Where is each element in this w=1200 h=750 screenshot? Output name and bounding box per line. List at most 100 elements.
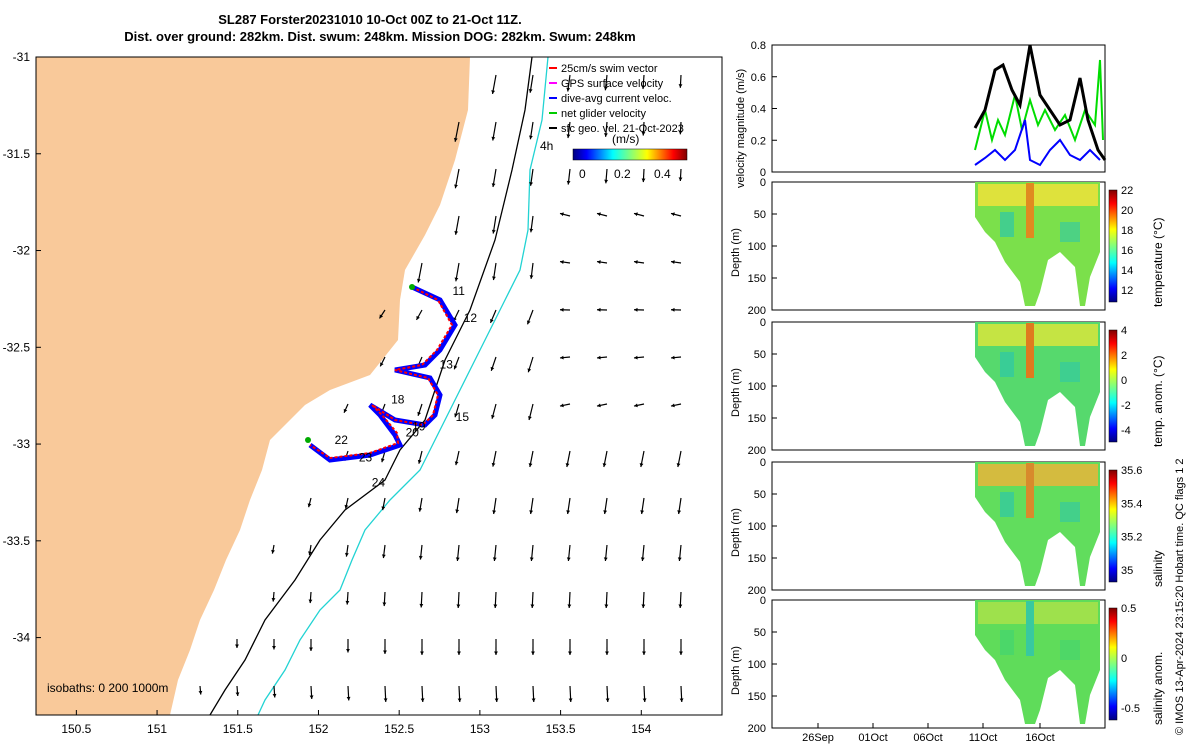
profile-cool-patch	[1060, 502, 1080, 522]
geo-arrowhead	[272, 693, 277, 698]
colorbar-tick-label: 22	[1121, 185, 1133, 197]
geo-arrowhead	[671, 355, 675, 360]
y-tick-label: -31	[13, 50, 31, 64]
geo-arrowhead	[492, 510, 497, 514]
geo-arrowhead	[568, 698, 573, 702]
glider-track-dive	[308, 284, 458, 463]
geo-arrowhead	[417, 411, 421, 416]
geo-arrowhead	[671, 260, 675, 264]
depth-tick-label: 150	[748, 273, 766, 285]
geo-arrowhead	[491, 229, 496, 234]
geo-arrowhead	[634, 260, 638, 264]
title-line-1: SL287 Forster20231010 10-Oct 00Z to 21-O…	[218, 12, 522, 27]
geo-velocity-arrows	[198, 74, 684, 703]
colorbar-tick-label: 14	[1121, 265, 1133, 277]
profile-panel: 0 50 100 150 200 Depth (m) 35 35.2 35.4 35.6 salin…	[730, 457, 1165, 597]
x-tick-label: 151.5	[223, 722, 253, 736]
geo-arrowhead	[604, 604, 609, 608]
track-end	[305, 437, 311, 443]
x-tick-label: 154	[631, 722, 651, 736]
geo-arrowhead	[566, 134, 571, 139]
geo-arrowhead	[491, 462, 496, 467]
geo-arrowhead	[641, 131, 646, 136]
geo-arrowhead	[560, 403, 564, 408]
geo-arrowhead	[565, 463, 570, 467]
geo-arrowhead	[420, 651, 424, 655]
date-tick-label: 16Oct	[1025, 732, 1054, 744]
geo-arrowhead	[566, 557, 571, 561]
y-tick-label: -32.5	[3, 340, 31, 354]
day-label: 20	[406, 425, 420, 439]
day-label: 23	[359, 450, 373, 464]
depth-axis-label: Depth (m)	[730, 508, 742, 557]
geo-arrowhead	[634, 355, 638, 360]
geo-arrowhead	[456, 604, 461, 608]
geo-arrowhead	[454, 461, 459, 466]
geo-arrowhead	[678, 84, 683, 88]
colorbar-tick-label: 16	[1121, 245, 1133, 257]
legend-entry: sfc geo. vel. 21-Oct-2023	[561, 123, 684, 135]
geo-arrowhead	[309, 695, 314, 699]
geo-arrowhead	[597, 403, 601, 408]
geo-arrowhead	[560, 355, 564, 360]
geo-arrowhead	[382, 602, 387, 607]
profile-cool-patch	[1060, 222, 1080, 242]
profile-cool-patch	[1000, 352, 1014, 377]
series-magnitude	[973, 44, 1107, 161]
geo-arrowhead	[381, 506, 386, 511]
geo-arrowhead	[346, 696, 351, 701]
legend-entry: GPS surface velocity	[561, 78, 664, 90]
colorbar-extra-label: 4h	[540, 139, 553, 153]
day-label: 18	[391, 392, 405, 406]
geo-arrowhead	[455, 509, 460, 514]
depth-tick-label: 50	[754, 349, 766, 361]
x-tick-label: 152	[308, 722, 328, 736]
geo-arrowhead	[604, 133, 608, 137]
geo-arrowhead	[634, 212, 638, 217]
geo-arrowhead	[307, 503, 312, 508]
geo-arrowhead	[530, 604, 535, 608]
geo-arrowhead	[634, 307, 638, 312]
colorbar-label: temperature (°C)	[1151, 218, 1165, 308]
depth-tick-label: 100	[748, 381, 766, 393]
colorbar	[1108, 189, 1118, 303]
geo-arrowhead	[457, 651, 461, 655]
colorbar-tick-label: 35	[1121, 565, 1133, 577]
colorbar-tick-label: -0.5	[1121, 703, 1140, 715]
geo-arrowhead	[560, 260, 564, 264]
geo-arrowhead	[641, 178, 646, 183]
profile-panel: 0 50 100 150 200 Depth (m) -0.5 0 0.5 salinity an…	[730, 595, 1165, 744]
geo-arrowhead	[566, 510, 571, 514]
profile-surface-layer	[978, 602, 1098, 624]
depth-tick-label: 150	[748, 553, 766, 565]
colorbar-tick-label: 0	[1121, 653, 1127, 665]
geo-arrowhead	[494, 651, 498, 655]
geo-arrowhead	[671, 403, 675, 408]
velocity-ticks: 0 0.2 0.4 0.6 0.8	[751, 40, 777, 179]
geo-arrowhead	[604, 179, 609, 184]
profile-surface-layer	[978, 464, 1098, 486]
colorbar-label: salinity	[1151, 550, 1165, 587]
legend-entry: dive-avg current veloc.	[561, 93, 672, 105]
geo-arrowhead	[416, 315, 420, 320]
profile-warm-core	[1026, 601, 1034, 656]
series-dive	[974, 119, 1101, 167]
geo-arrowhead	[641, 604, 646, 608]
geo-arrowhead	[567, 604, 572, 608]
geo-arrowhead	[491, 136, 496, 141]
geo-arrowhead	[308, 599, 313, 604]
geo-arrowhead	[492, 276, 496, 281]
geo-arrowhead	[418, 507, 423, 512]
geo-arrowhead	[381, 554, 386, 559]
date-tick-label: 06Oct	[913, 732, 942, 744]
geo-arrowhead	[597, 355, 601, 360]
geo-arrowhead	[454, 413, 458, 418]
map-colorbar: (m/s) 4h 0 0.2 0.4	[540, 132, 688, 181]
x-tick-label: 150.5	[61, 722, 91, 736]
profile-warm-core	[1026, 463, 1034, 518]
geo-arrowhead	[640, 510, 645, 514]
velocity-tick-label: 0.6	[751, 72, 766, 84]
geo-arrowhead	[603, 557, 608, 561]
y-tick-label: -32	[13, 244, 31, 258]
profile-cool-patch	[1000, 492, 1014, 517]
